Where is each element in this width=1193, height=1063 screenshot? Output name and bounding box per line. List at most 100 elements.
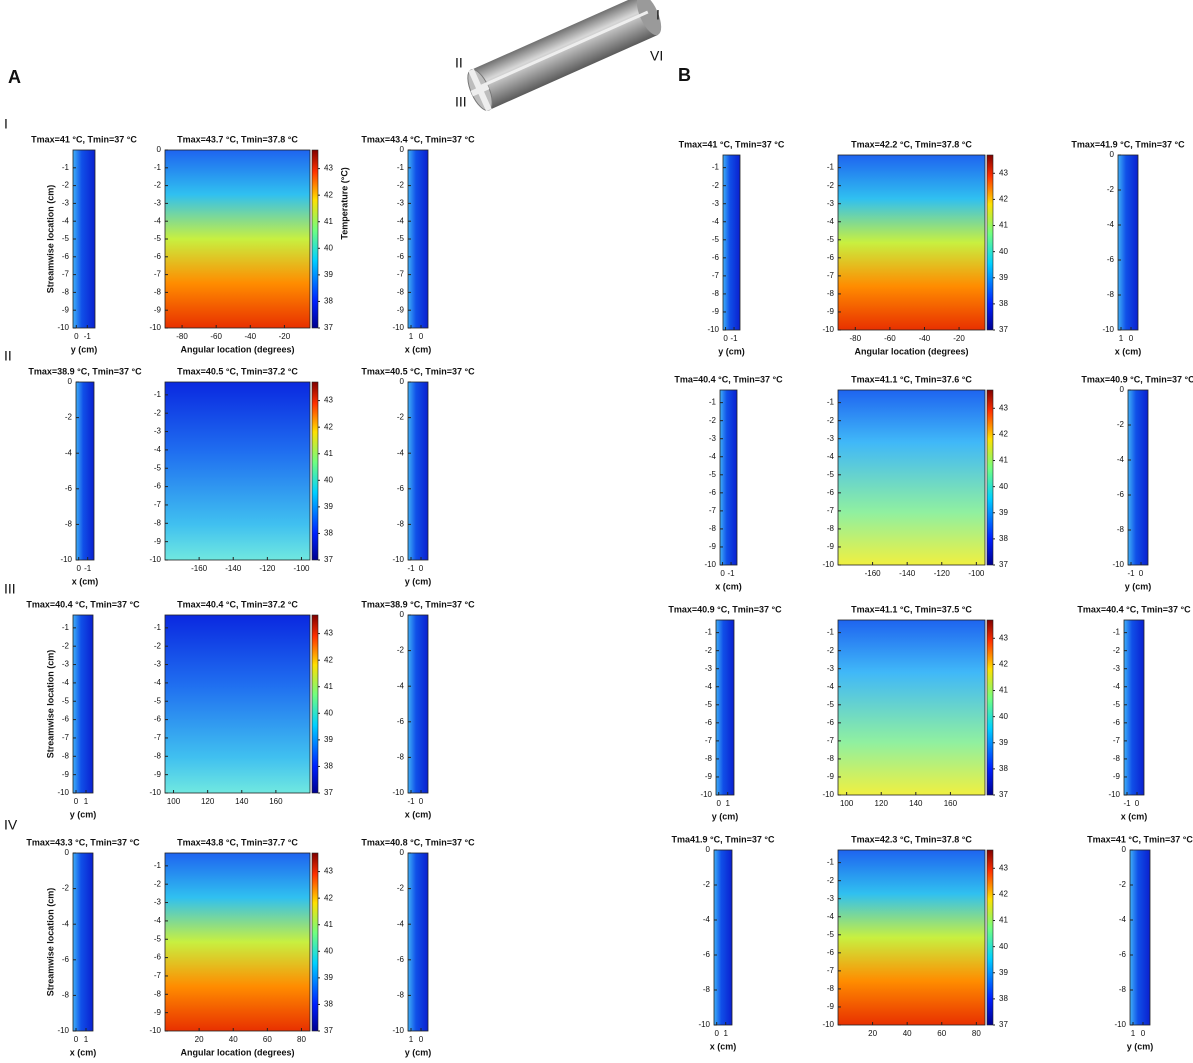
colorbar-tick-label: 40 (324, 243, 333, 252)
colorbar (986, 619, 994, 796)
x-tick-label: 80 (297, 1035, 306, 1044)
colorbar-tick-label: 39 (324, 270, 333, 279)
x-tick-label: 60 (937, 1029, 946, 1038)
heatmap (75, 381, 95, 561)
colorbar-tick-label: 38 (324, 297, 333, 306)
y-tick-label: -5 (154, 934, 162, 943)
x-tick-label: -160 (865, 569, 882, 578)
y-tick-label: 0 (400, 848, 405, 857)
colorbar-tick-label: 37 (999, 560, 1008, 569)
y-tick-label: -9 (1113, 772, 1121, 781)
x-tick-label: 40 (229, 1035, 238, 1044)
x-tick-label: 0 (1135, 799, 1140, 808)
heatmap (1117, 154, 1139, 331)
colorbar-tick-label: 41 (999, 221, 1008, 230)
y-tick-label: -4 (827, 682, 835, 691)
panel-title: Tmax=40.4 °C, Tmin=37 °C (1077, 604, 1191, 614)
x-tick-label: 0 (419, 564, 424, 573)
x-tick-label: 0 (716, 799, 721, 808)
y-tick-label: -6 (1117, 490, 1125, 499)
x-tick-label: -140 (225, 564, 242, 573)
x-tick-label: -1 (727, 569, 735, 578)
y-tick-label: -3 (712, 199, 720, 208)
x-axis-label: x (cm) (72, 576, 99, 586)
x-tick-label: 20 (868, 1029, 877, 1038)
colorbar-tick-label: 42 (324, 893, 333, 902)
x-tick-label: -60 (210, 332, 222, 341)
y-tick-label: -4 (1119, 915, 1127, 924)
y-tick-label: -6 (397, 955, 405, 964)
colorbar-tick-label: 43 (324, 629, 333, 638)
colorbar-tick-label: 42 (999, 430, 1008, 439)
row-label: II (4, 348, 12, 364)
cylinder-illustration (467, 0, 662, 112)
x-axis-label: Angular location (degrees) (854, 346, 968, 356)
colorbar-tick-label: 39 (324, 973, 333, 982)
y-tick-label: -2 (65, 413, 73, 422)
y-tick-label: -3 (397, 199, 405, 208)
y-tick-label: -6 (65, 484, 73, 493)
heatmap (72, 614, 94, 794)
y-tick-label: -8 (62, 288, 70, 297)
y-tick-label: -4 (62, 216, 70, 225)
colorbar-tick-label: 42 (999, 660, 1008, 669)
colorbar-tick-label: 37 (999, 1020, 1008, 1029)
y-tick-label: -10 (822, 560, 834, 569)
colorbar-tick-label: 39 (324, 502, 333, 511)
y-tick-label: -4 (709, 452, 717, 461)
y-tick-label: -8 (154, 518, 162, 527)
panel-title: Tma41.9 °C, Tmin=37 °C (672, 834, 775, 844)
y-tick-label: -7 (154, 270, 162, 279)
y-tick-label: -8 (397, 991, 405, 1000)
x-tick-label: 160 (944, 799, 958, 808)
y-tick-label: -8 (705, 754, 713, 763)
y-tick-label: -9 (827, 542, 835, 551)
y-tick-label: -2 (397, 646, 405, 655)
colorbar-tick-label: 39 (999, 968, 1008, 977)
x-tick-label: 20 (195, 1035, 204, 1044)
y-tick-label: -4 (397, 919, 405, 928)
y-tick-label: -3 (709, 434, 717, 443)
y-tick-label: -10 (704, 560, 716, 569)
y-tick-label: -1 (709, 398, 717, 407)
colorbar-tick-label: 41 (324, 449, 333, 458)
y-tick-label: -3 (827, 894, 835, 903)
y-tick-label: 0 (68, 377, 73, 386)
y-tick-label: -4 (154, 216, 162, 225)
y-tick-label: -5 (62, 234, 70, 243)
panel-letter: B (678, 65, 691, 85)
x-axis-label: y (cm) (71, 344, 98, 354)
heatmap (72, 149, 96, 329)
y-tick-label: -4 (1107, 220, 1115, 229)
panel-title: Tmax=41 °C, Tmin=37 °C (679, 139, 785, 149)
x-axis-label: x (cm) (405, 344, 432, 354)
y-tick-label: -3 (62, 660, 70, 669)
colorbar-tick-label: 37 (999, 790, 1008, 799)
colorbar-tick-label: 41 (999, 456, 1008, 465)
y-tick-label: -3 (154, 660, 162, 669)
x-tick-label: 1 (84, 797, 89, 806)
colorbar-tick-label: 37 (324, 1026, 333, 1035)
y-tick-label: -10 (149, 788, 161, 797)
y-tick-label: -8 (62, 751, 70, 760)
y-tick-label: -1 (62, 623, 70, 632)
x-axis-label: x (cm) (715, 581, 742, 591)
colorbar-tick-label: 37 (324, 323, 333, 332)
y-tick-label: -8 (1113, 754, 1121, 763)
x-axis-label: y (cm) (70, 809, 97, 819)
y-tick-label: -10 (57, 1026, 69, 1035)
y-tick-label: -8 (712, 289, 720, 298)
y-tick-label: -6 (827, 948, 835, 957)
x-tick-label: 0 (76, 564, 81, 573)
x-tick-label: -1 (1127, 569, 1135, 578)
panel-title: Tmax=42.2 °C, Tmin=37.8 °C (851, 139, 972, 149)
y-tick-label: -1 (62, 163, 70, 172)
y-tick-label: -4 (1117, 455, 1125, 464)
heatmap (837, 389, 986, 566)
y-tick-label: -8 (1119, 985, 1127, 994)
x-tick-label: 120 (201, 797, 215, 806)
y-tick-label: -7 (1113, 736, 1121, 745)
y-tick-label: -6 (827, 488, 835, 497)
heatmap (837, 154, 986, 331)
panel-title: Tmax=43.3 °C, Tmin=37 °C (26, 837, 140, 847)
